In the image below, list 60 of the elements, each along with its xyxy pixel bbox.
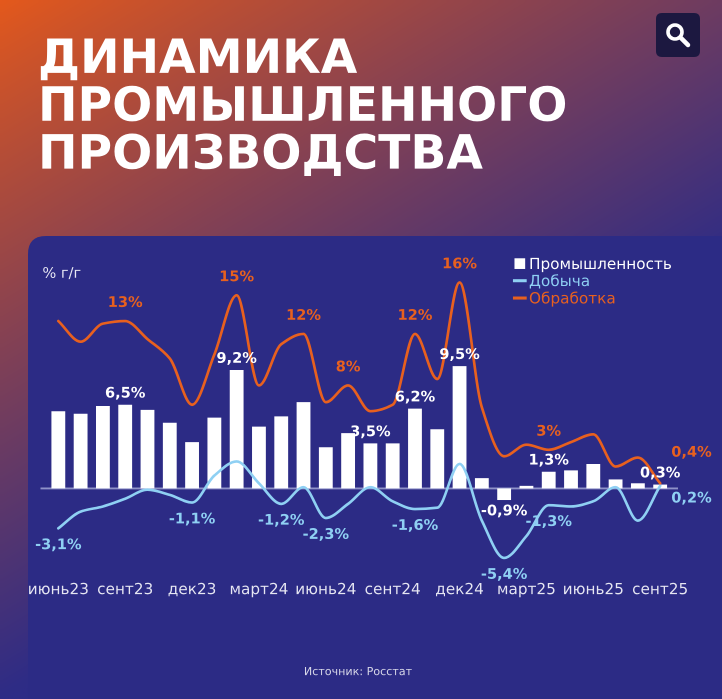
x-tick-label: сент25 bbox=[632, 582, 687, 594]
bar bbox=[118, 404, 132, 488]
data-label: 3,5% bbox=[351, 425, 390, 438]
x-tick-label: июнь25 bbox=[564, 582, 623, 594]
bar bbox=[564, 470, 578, 488]
data-label: -1,2% bbox=[258, 514, 304, 527]
data-label: 6,5% bbox=[106, 386, 145, 400]
legend-label: Промышленность bbox=[530, 258, 671, 272]
bar bbox=[630, 483, 645, 488]
data-label: 3% bbox=[537, 424, 561, 436]
data-label: -1,1% bbox=[170, 512, 215, 526]
data-label: 0,4% bbox=[672, 446, 712, 459]
bar bbox=[586, 464, 600, 488]
x-tick-label: июнь23 bbox=[29, 582, 88, 594]
data-label: 12% bbox=[399, 308, 432, 320]
data-label: 8% bbox=[336, 360, 360, 372]
data-label: -5,4% bbox=[482, 568, 527, 581]
bar bbox=[185, 442, 199, 488]
bar bbox=[274, 416, 288, 488]
legend-label: Добыча bbox=[530, 274, 589, 288]
data-label: 12% bbox=[288, 308, 321, 320]
data-label: 0,2% bbox=[672, 492, 712, 505]
x-tick-label: март25 bbox=[498, 582, 555, 598]
bar bbox=[96, 406, 110, 488]
bar bbox=[520, 486, 534, 488]
bar bbox=[162, 422, 177, 488]
x-tick-label: сент23 bbox=[98, 582, 152, 594]
data-label: -1,6% bbox=[392, 519, 438, 532]
bar bbox=[542, 472, 556, 488]
bar bbox=[408, 408, 422, 488]
data-label: 1,3% bbox=[530, 454, 568, 467]
bar bbox=[386, 443, 400, 488]
bar bbox=[497, 488, 512, 500]
data-label: 15% bbox=[220, 270, 254, 282]
x-tick-label: дек24 bbox=[436, 582, 484, 596]
y-axis-title: % г/г bbox=[43, 266, 80, 280]
bar bbox=[430, 429, 444, 488]
bar bbox=[207, 418, 222, 488]
bar bbox=[74, 414, 88, 488]
bar bbox=[296, 402, 310, 488]
bar bbox=[474, 478, 489, 488]
bar bbox=[230, 370, 244, 488]
x-tick-label: сент24 bbox=[365, 582, 420, 594]
bar bbox=[318, 447, 333, 488]
x-tick-label: дек23 bbox=[168, 582, 216, 596]
text: Источник: Росстат bbox=[304, 666, 412, 676]
legend-label: Обработка bbox=[530, 292, 614, 307]
data-label: -2,3% bbox=[303, 528, 349, 541]
bar bbox=[51, 411, 66, 488]
data-label: -0,9% bbox=[482, 504, 527, 518]
x-tick-label: март24 bbox=[230, 582, 288, 598]
bar bbox=[140, 410, 154, 488]
data-label: 13% bbox=[109, 296, 142, 308]
data-label: -3,1% bbox=[36, 538, 82, 552]
x-tick-label: июнь24 bbox=[296, 582, 356, 594]
bar bbox=[252, 426, 266, 488]
data-label: 16% bbox=[444, 257, 477, 269]
bar bbox=[452, 366, 466, 488]
bar bbox=[363, 443, 378, 488]
chart-title: ДИНАМИКА ПРОМЫШЛЕННОГО ПРОИЗВОДСТВА bbox=[40, 38, 566, 176]
